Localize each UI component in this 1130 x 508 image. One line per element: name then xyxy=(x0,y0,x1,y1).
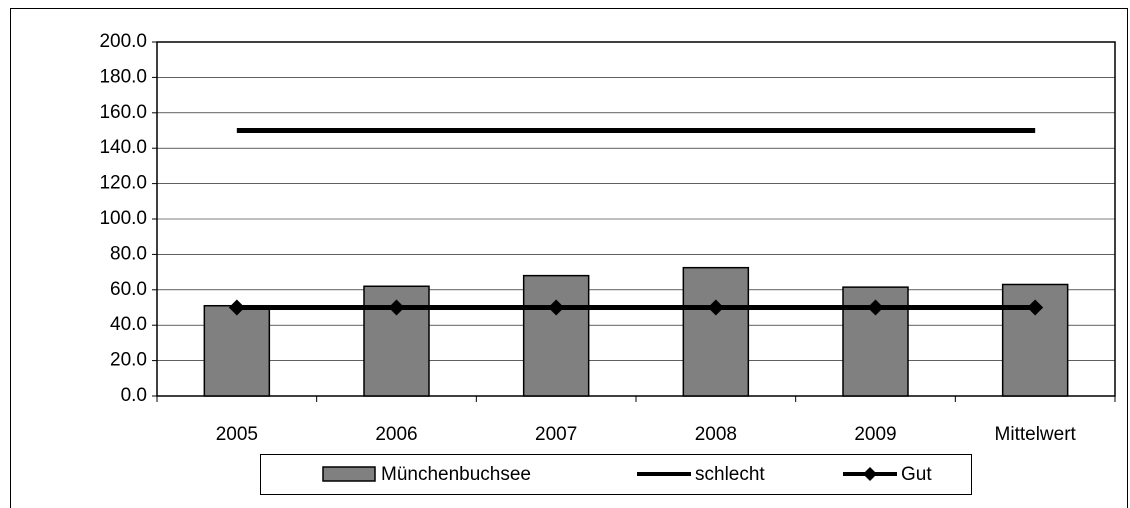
y-tick-label: 120.0 xyxy=(99,173,147,194)
x-tick-label: 2006 xyxy=(375,424,417,445)
y-tick-label: 200.0 xyxy=(99,31,147,52)
y-tick-label: 140.0 xyxy=(99,137,147,158)
marker xyxy=(388,299,405,316)
chart-frame xyxy=(10,8,1128,508)
legend-marker xyxy=(863,467,877,481)
x-tick-label: Mittelwert xyxy=(995,424,1077,445)
y-tick-label: 180.0 xyxy=(99,66,147,87)
bar xyxy=(203,304,271,397)
legend-label: Gut xyxy=(901,464,932,485)
bar xyxy=(682,266,750,397)
y-tick-label: 40.0 xyxy=(110,314,147,335)
marker xyxy=(228,299,245,316)
y-tick-label: 0.0 xyxy=(121,385,147,406)
marker xyxy=(548,299,565,316)
legend-swatch xyxy=(322,466,376,482)
y-tick-label: 20.0 xyxy=(110,350,147,371)
y-tick-label: 100.0 xyxy=(99,208,147,229)
marker xyxy=(867,299,884,316)
y-tick-label: 60.0 xyxy=(110,279,147,300)
legend-label: Münchenbuchsee xyxy=(381,464,531,485)
y-tick-label: 160.0 xyxy=(99,102,147,123)
legend-label: schlecht xyxy=(695,464,765,485)
marker xyxy=(707,299,724,316)
marker xyxy=(1027,299,1044,316)
y-tick-label: 80.0 xyxy=(110,243,147,264)
x-tick-label: 2005 xyxy=(216,424,258,445)
x-tick-label: 2008 xyxy=(695,424,737,445)
bar xyxy=(522,274,590,397)
x-tick-label: 2009 xyxy=(854,424,896,445)
x-tick-label: 2007 xyxy=(535,424,577,445)
